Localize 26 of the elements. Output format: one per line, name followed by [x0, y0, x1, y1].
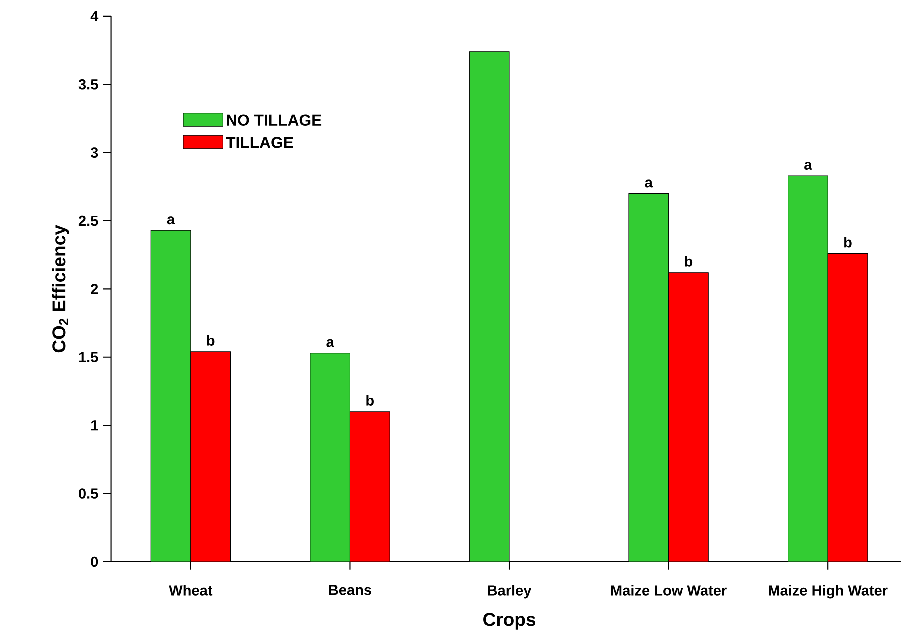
annotation: b: [207, 335, 215, 346]
y-tick-label: 1: [92, 420, 98, 431]
annotation: b: [366, 395, 374, 406]
annotation: a: [804, 162, 812, 170]
x-tick-label: Wheat: [169, 585, 213, 596]
annotation: b: [685, 256, 693, 267]
y-tick-label: 4: [90, 12, 99, 22]
annotation: b: [844, 237, 852, 248]
annotation: a: [645, 180, 654, 188]
y-tick-label: 2: [91, 284, 98, 294]
annotation: a: [326, 339, 334, 348]
legend-label: NO TILLAGE: [227, 114, 322, 126]
x-axis-title: Crops: [484, 613, 536, 630]
y-tick-label: 3: [90, 148, 98, 158]
y-tick-label: 1.5: [79, 352, 98, 363]
annotation: a: [167, 216, 176, 225]
legend-label: TILLAGE: [226, 137, 294, 148]
y-tick-label: 0.5: [79, 488, 98, 500]
x-tick-label: Barley: [488, 585, 532, 599]
x-tick-label: Maize Low Water: [611, 585, 727, 596]
y-axis-title: CO$_{2}$ Efficiency: [52, 225, 70, 353]
x-tick-label: Maize High Water: [769, 585, 888, 599]
x-tick-label: Beans: [329, 585, 372, 596]
y-tick-label: 2.5: [78, 216, 98, 226]
y-tick-label: 0: [91, 556, 98, 568]
y-tick-label: 3.5: [78, 80, 98, 90]
